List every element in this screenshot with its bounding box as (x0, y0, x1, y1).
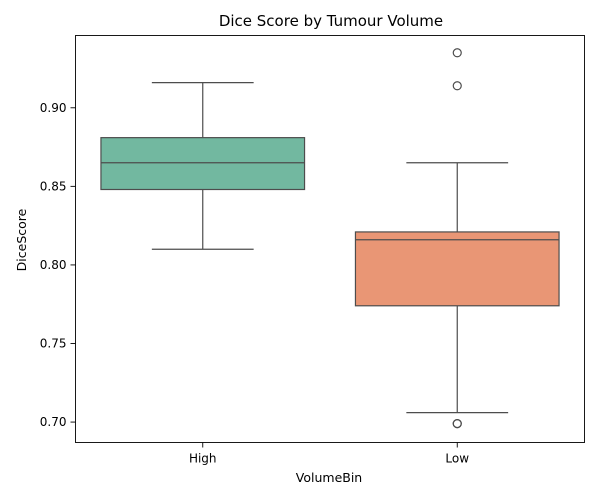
y-axis: 0.70 0.75 0.80 0.85 0.90 (40, 101, 76, 429)
chart-title: Dice Score by Tumour Volume (219, 12, 443, 30)
y-tick-label: 0.75 (40, 337, 67, 351)
x-tick-label: Low (445, 452, 469, 466)
y-tick-label: 0.80 (40, 258, 67, 272)
plot-area (100, 48, 560, 429)
x-tick-label: High (189, 452, 217, 466)
x-axis-label: VolumeBin (296, 470, 362, 485)
iqr-box (354, 231, 560, 307)
box-group-high (100, 82, 306, 250)
iqr-box (100, 137, 306, 191)
y-tick-label: 0.85 (40, 179, 67, 193)
plot-frame (75, 35, 585, 443)
outlier-point (452, 81, 462, 91)
y-axis-label: DiceScore (14, 208, 29, 271)
outlier-point (452, 419, 462, 429)
outlier-point (452, 48, 462, 58)
box-group-low (354, 48, 560, 429)
y-tick-label: 0.90 (40, 101, 67, 115)
y-tick-label: 0.70 (40, 415, 67, 429)
x-axis: High Low (189, 442, 469, 466)
